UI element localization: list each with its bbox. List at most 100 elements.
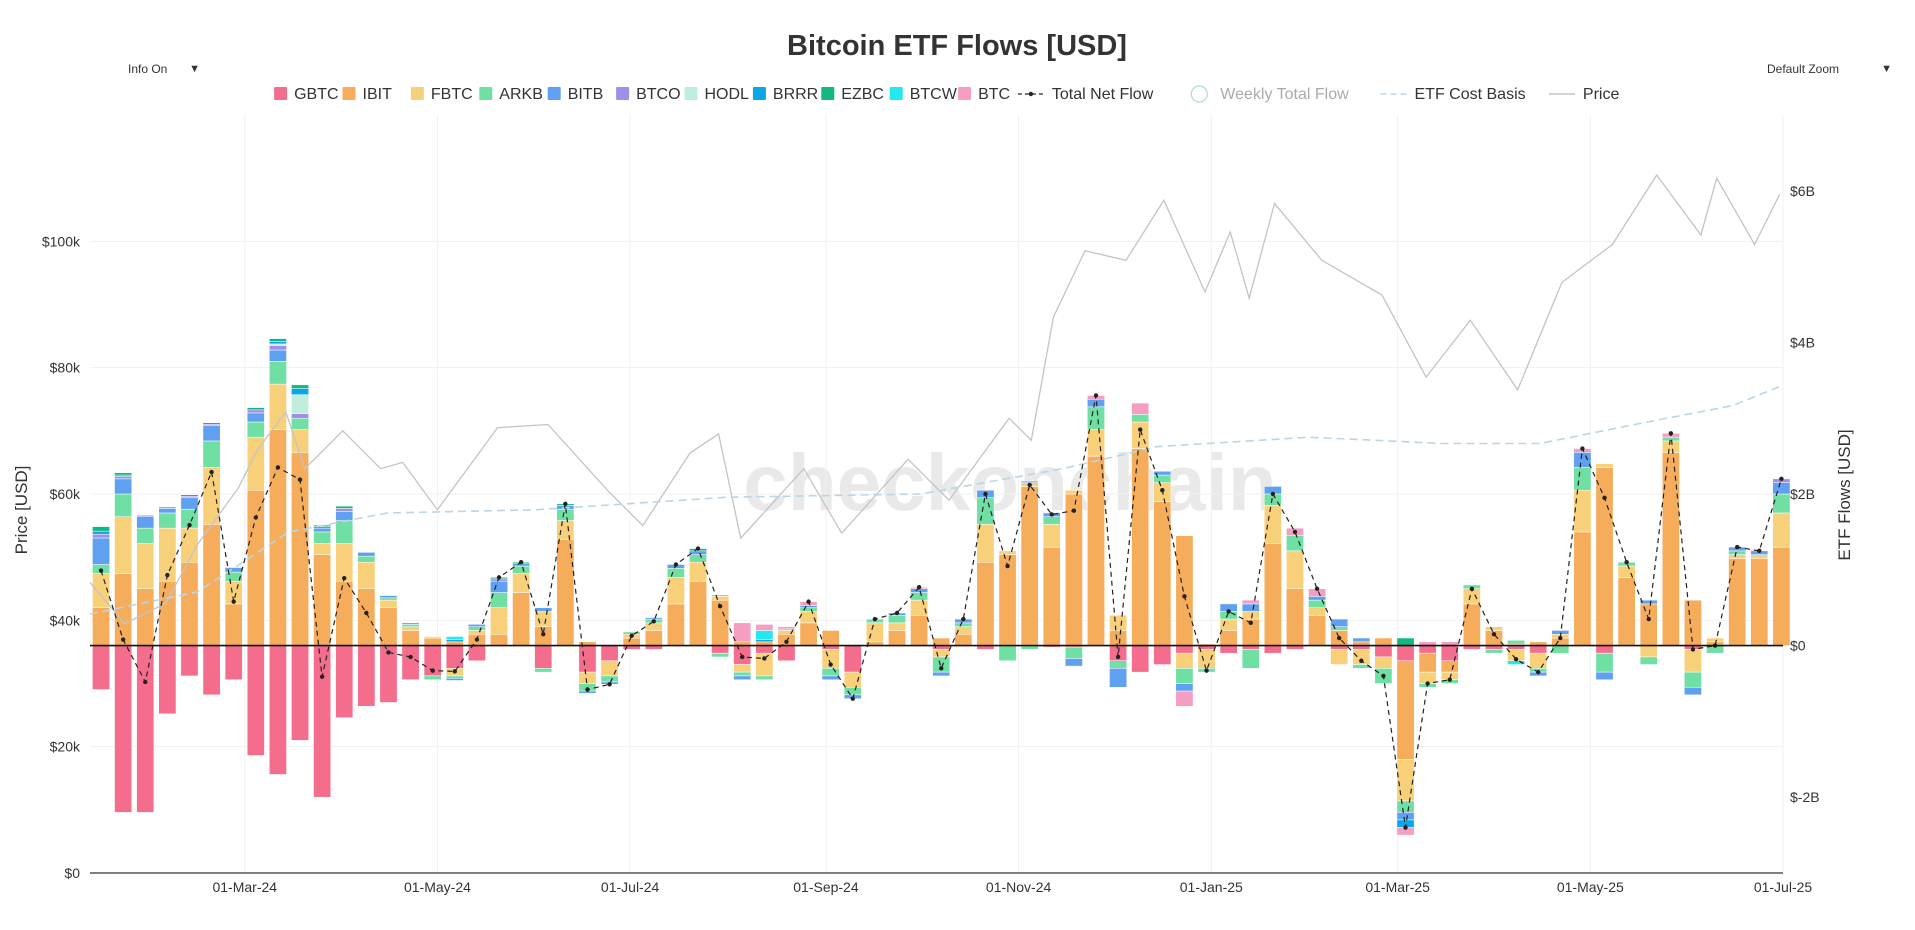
bar-fbtc bbox=[1286, 550, 1304, 589]
net-flow-point bbox=[1425, 681, 1430, 686]
bar-ezbc bbox=[1396, 637, 1415, 646]
bar-fbtc bbox=[556, 520, 575, 540]
bar-bitb bbox=[644, 617, 663, 620]
net-flow-point bbox=[651, 619, 656, 624]
bar-ibit bbox=[1617, 577, 1636, 646]
bar-arkb bbox=[1175, 668, 1194, 684]
bar-arkb bbox=[246, 421, 265, 438]
net-flow-point bbox=[1690, 647, 1696, 652]
legend-label: BTCW bbox=[910, 86, 958, 103]
bar-arkb bbox=[821, 668, 840, 677]
bar-bitb bbox=[379, 595, 398, 599]
bar-fbtc bbox=[1263, 505, 1282, 544]
bar-ezbc bbox=[269, 338, 287, 342]
bar-arkb bbox=[158, 512, 177, 529]
y-axis-label-flows: ETF Flows [USD] bbox=[1835, 429, 1854, 560]
legend-label: HODL bbox=[705, 86, 750, 103]
bar-ibit bbox=[998, 554, 1017, 646]
bar-ibit bbox=[1109, 630, 1127, 646]
legend-label: Weekly Total Flow bbox=[1220, 86, 1349, 103]
bar-fbtc bbox=[180, 527, 199, 563]
bar-arkb bbox=[600, 675, 619, 683]
bar-arkb bbox=[1109, 660, 1127, 669]
net-flow-point bbox=[1248, 620, 1253, 626]
net-flow-point bbox=[1204, 668, 1209, 673]
bar-bitb bbox=[445, 677, 464, 681]
net-flow-point bbox=[541, 632, 546, 637]
legend-item-gbtc: GBTC bbox=[274, 86, 339, 103]
bar-ibit bbox=[114, 573, 133, 646]
zoom-dropdown[interactable]: Default Zoom ▼ bbox=[1757, 54, 1900, 84]
bar-gbtc bbox=[1396, 645, 1415, 662]
bar-arkb bbox=[534, 668, 553, 673]
bar-fbtc bbox=[423, 636, 442, 639]
bar-ibit bbox=[1440, 660, 1459, 673]
net-flow-point bbox=[187, 522, 192, 528]
net-flow-point bbox=[1226, 609, 1231, 614]
bar-btc bbox=[1131, 402, 1150, 415]
bar-gbtc bbox=[1263, 645, 1282, 654]
net-flow-point bbox=[165, 572, 170, 578]
price-tick-label: $0 bbox=[64, 865, 80, 881]
bar-arkb bbox=[755, 675, 774, 680]
net-flow-point bbox=[784, 639, 789, 645]
bar-gbtc bbox=[1131, 645, 1150, 673]
flow-tick-label: $6B bbox=[1790, 183, 1815, 199]
bar-ibit bbox=[158, 580, 177, 646]
net-flow-point bbox=[1491, 632, 1497, 637]
net-flow-point bbox=[872, 616, 878, 622]
bar-btco bbox=[335, 508, 354, 512]
legend-item-btc: BTC bbox=[958, 86, 1010, 103]
x-tick-label: 01-Jul-25 bbox=[1754, 879, 1813, 895]
bar-arkb bbox=[136, 527, 155, 544]
bar-gbtc bbox=[1153, 645, 1172, 665]
bar-fbtc bbox=[1706, 637, 1724, 643]
bar-bitb bbox=[468, 624, 486, 627]
cost-basis-line bbox=[89, 385, 1781, 615]
bar-arkb bbox=[313, 531, 332, 544]
net-flow-point bbox=[1779, 476, 1784, 482]
bar-fbtc bbox=[910, 599, 928, 616]
bar-fbtc bbox=[379, 599, 398, 608]
bar-arkb bbox=[1153, 474, 1172, 483]
bar-bitb bbox=[1308, 596, 1326, 601]
bar-bitb bbox=[490, 580, 508, 593]
x-axis: 01-Mar-24 01-May-24 01-Jul-24 01-Sep-24 01-N… bbox=[90, 872, 1813, 895]
bar-gbtc bbox=[180, 645, 199, 677]
legend-swatch bbox=[342, 87, 356, 100]
legend-item-arkb: ARKB bbox=[479, 86, 543, 103]
net-flow-point bbox=[1535, 669, 1541, 675]
bar-gbtc bbox=[313, 645, 332, 798]
net-flow-point bbox=[629, 633, 634, 638]
grid-lines bbox=[90, 115, 1784, 873]
bar-fbtc bbox=[1396, 759, 1415, 802]
bar-arkb bbox=[357, 555, 376, 563]
bar-fbtc bbox=[1485, 626, 1503, 631]
x-tick-label: 01-Jan-25 bbox=[1180, 879, 1243, 895]
bar-bitb bbox=[335, 511, 354, 521]
net-flow-point bbox=[1734, 544, 1740, 550]
bar-ibit bbox=[667, 603, 685, 646]
bar-fbtc bbox=[1684, 649, 1702, 673]
bar-ibit bbox=[512, 592, 531, 646]
info-toggle-dropdown[interactable]: Info On ▼ bbox=[118, 54, 208, 84]
bar-bitb bbox=[534, 607, 553, 612]
bar-arkb bbox=[689, 554, 707, 563]
bar-bitb bbox=[1639, 599, 1658, 605]
bar-arkb bbox=[291, 417, 309, 430]
bar-fbtc bbox=[843, 671, 862, 688]
bar-arkb bbox=[667, 568, 685, 578]
legend-swatch bbox=[1190, 85, 1208, 103]
bar-fbtc bbox=[866, 622, 884, 643]
flow-axis: $-2B $0 $2B $4B $6B bbox=[1790, 183, 1820, 805]
y-axis-label-price: Price [USD] bbox=[12, 466, 31, 555]
bar-ibit bbox=[1374, 637, 1393, 646]
bar-bitb bbox=[158, 508, 177, 514]
net-flow-point bbox=[231, 599, 236, 604]
bar-ibit bbox=[1042, 546, 1061, 646]
net-flow-point bbox=[209, 469, 214, 475]
net-flow-point bbox=[1624, 560, 1629, 565]
bar-fbtc bbox=[644, 622, 663, 631]
bar-ibit bbox=[622, 637, 641, 646]
net-flow-point bbox=[1469, 586, 1475, 591]
